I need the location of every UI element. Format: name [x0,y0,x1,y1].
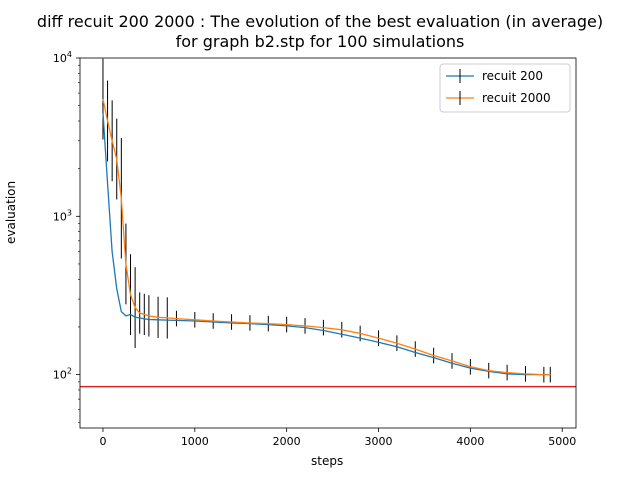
x-tick-label: 4000 [456,435,484,448]
series-line-1 [102,112,551,376]
x-tick-label: 0 [99,435,106,448]
x-tick-label: 3000 [365,435,393,448]
legend-label: recuit 2000 [482,91,551,105]
x-tick-label: 5000 [548,435,576,448]
x-axis-label: steps [311,454,344,468]
chart-title: diff recuit 200 2000 : The evolution of … [36,12,604,31]
series-line-2 [102,98,551,376]
x-tick-label: 2000 [273,435,301,448]
y-axis-label: evaluation [4,180,18,244]
plot-frame [79,57,577,429]
legend-label: recuit 200 [482,69,543,83]
chart-subtitle: for graph b2.stp for 100 simulations [175,32,465,51]
y-tick-label: 103 [53,208,72,223]
x-tick-label: 1000 [181,435,209,448]
y-tick-label: 104 [53,50,72,65]
y-tick-label: 102 [53,367,72,382]
